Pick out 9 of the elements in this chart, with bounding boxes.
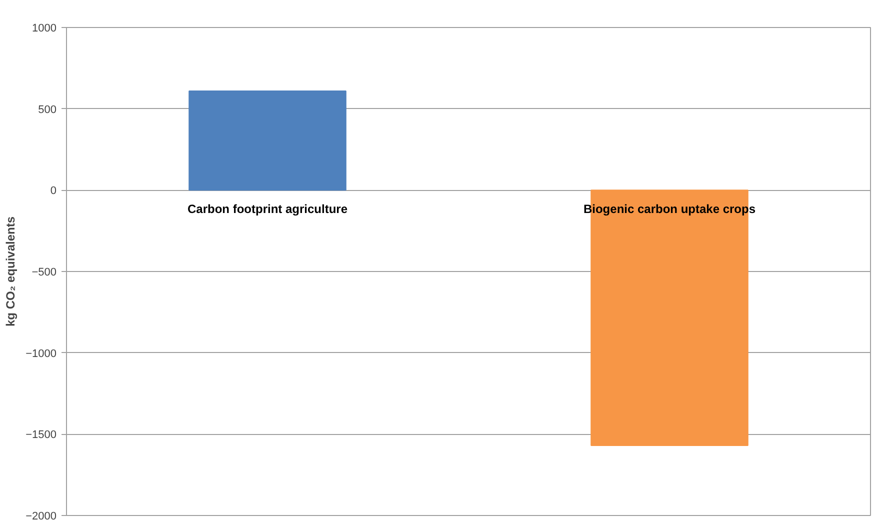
y-axis-title: kg CO₂ equivalents — [4, 216, 18, 327]
y-tick-label: 1000 — [32, 22, 57, 34]
y-tick-label: 0 — [50, 185, 57, 198]
y-tick-label: −1500 — [26, 429, 57, 442]
x-tick-label: Carbon footprint agriculture — [188, 202, 348, 216]
y-tick-label: −500 — [32, 266, 57, 278]
y-tick-label: 500 — [38, 104, 57, 116]
y-tick-label: −2000 — [26, 510, 57, 522]
y-tick-label: −1000 — [26, 348, 57, 360]
